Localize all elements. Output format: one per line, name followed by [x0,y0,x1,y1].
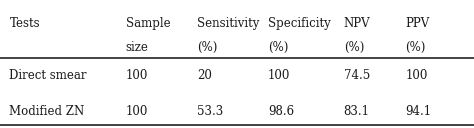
Text: 74.5: 74.5 [344,69,370,82]
Text: Modified ZN: Modified ZN [9,105,85,118]
Text: 98.6: 98.6 [268,105,294,118]
Text: 20: 20 [197,69,211,82]
Text: 94.1: 94.1 [405,105,431,118]
Text: 53.3: 53.3 [197,105,223,118]
Text: 100: 100 [268,69,290,82]
Text: Direct smear: Direct smear [9,69,87,82]
Text: Specificity: Specificity [268,17,330,30]
Text: (%): (%) [344,41,364,54]
Text: (%): (%) [268,41,288,54]
Text: NPV: NPV [344,17,370,30]
Text: size: size [126,41,148,54]
Text: (%): (%) [405,41,426,54]
Text: (%): (%) [197,41,217,54]
Text: Sample: Sample [126,17,170,30]
Text: PPV: PPV [405,17,429,30]
Text: Sensitivity: Sensitivity [197,17,259,30]
Text: 83.1: 83.1 [344,105,370,118]
Text: 100: 100 [126,105,148,118]
Text: 100: 100 [405,69,428,82]
Text: 100: 100 [126,69,148,82]
Text: Tests: Tests [9,17,40,30]
